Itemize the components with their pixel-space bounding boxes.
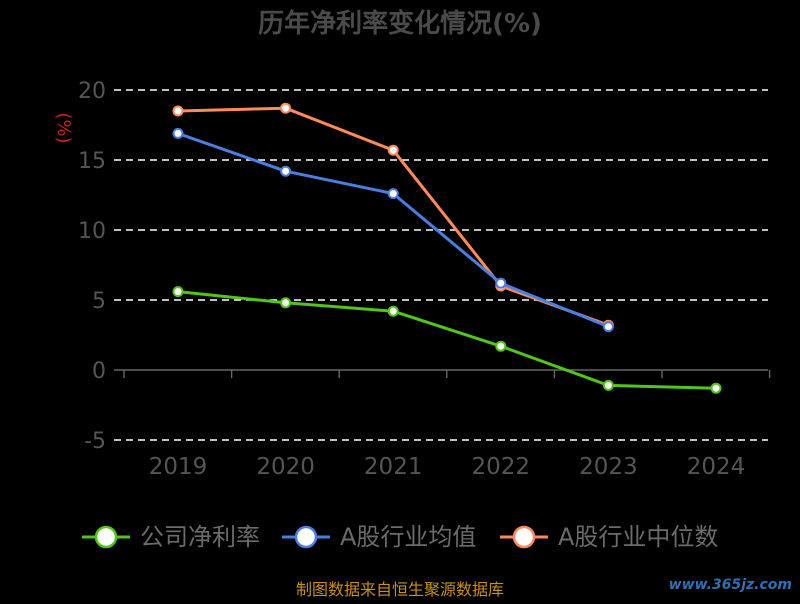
- data-point: [387, 188, 399, 200]
- y-tick-label: 10: [78, 219, 106, 244]
- x-tick-label: 2024: [687, 454, 746, 480]
- series-lines: [172, 102, 722, 394]
- gridlines: [114, 89, 768, 441]
- series-line: [177, 290, 717, 390]
- legend-label: A股行业中位数: [558, 523, 718, 551]
- data-point: [280, 297, 292, 309]
- data-point: [602, 379, 614, 391]
- y-axis-ticks: -5 0 5 10 15 20: [78, 79, 106, 454]
- x-axis: [114, 369, 771, 378]
- data-point: [172, 286, 184, 298]
- chart-title: 历年净利率变化情况(%): [258, 8, 542, 39]
- y-tick-label: 0: [92, 359, 106, 384]
- y-axis-unit-label: (%): [53, 112, 74, 143]
- legend-marker: [512, 525, 536, 549]
- series-1: [172, 127, 614, 333]
- legend-label: 公司净利率: [140, 523, 260, 551]
- data-point: [172, 105, 184, 117]
- legend: 公司净利率 A股行业均值 A股行业中位数: [82, 523, 718, 551]
- data-point: [280, 165, 292, 177]
- data-point: [710, 382, 722, 394]
- legend-label: A股行业均值: [340, 523, 476, 551]
- data-point: [602, 321, 614, 333]
- x-axis-ticks: 2019 2020 2021 2022 2023 2024: [149, 454, 746, 480]
- data-point: [495, 277, 507, 289]
- y-tick-label: 20: [78, 79, 106, 104]
- series-0: [172, 286, 722, 394]
- x-tick-label: 2021: [364, 454, 423, 480]
- y-tick-label: 5: [92, 289, 106, 314]
- data-point: [387, 305, 399, 317]
- data-point: [172, 127, 184, 139]
- series-line: [177, 106, 609, 327]
- y-tick-label: -5: [84, 429, 106, 454]
- data-point: [387, 144, 399, 156]
- x-tick-label: 2020: [256, 454, 315, 480]
- watermark: www.365jz.com: [669, 577, 792, 593]
- legend-marker: [294, 525, 318, 549]
- data-source-note: 制图数据来自恒生聚源数据库: [296, 580, 504, 599]
- data-point: [280, 102, 292, 114]
- data-point: [495, 340, 507, 352]
- y-tick-label: 15: [78, 149, 106, 174]
- legend-marker: [94, 525, 118, 549]
- x-tick-label: 2022: [472, 454, 531, 480]
- x-tick-label: 2019: [149, 454, 208, 480]
- x-tick-label: 2023: [579, 454, 638, 480]
- series-2: [172, 102, 614, 331]
